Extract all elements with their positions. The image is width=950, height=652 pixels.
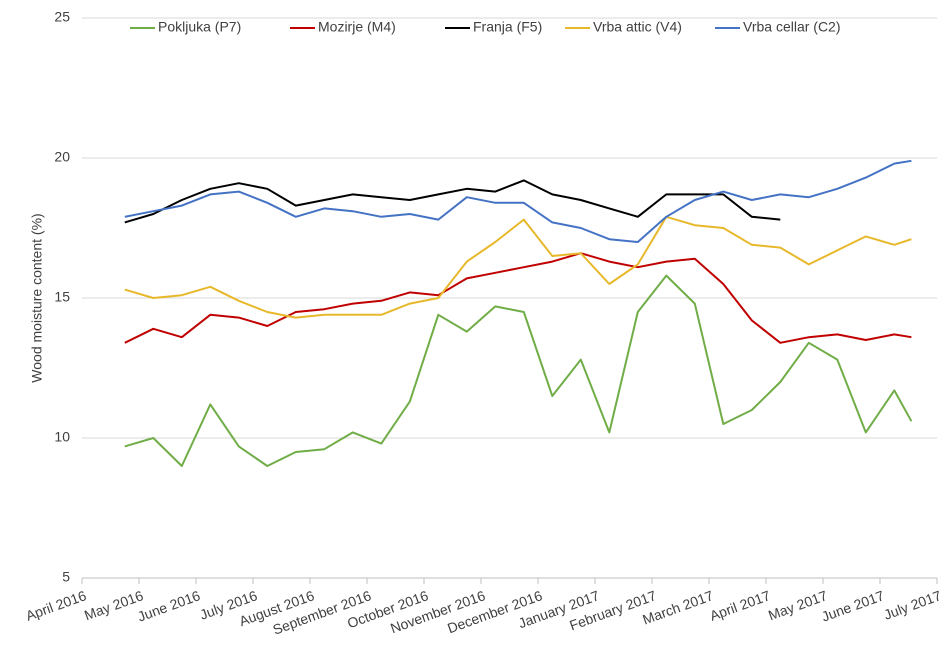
x-tick-label: July 2017 bbox=[881, 587, 943, 623]
y-tick-label: 10 bbox=[54, 429, 70, 445]
series-line bbox=[124, 159, 912, 243]
y-tick-label: 5 bbox=[62, 569, 70, 585]
legend-label: Pokljuka (P7) bbox=[158, 19, 241, 35]
legend-label: Vrba cellar (C2) bbox=[743, 19, 841, 35]
y-tick-label: 25 bbox=[54, 9, 70, 25]
legend-label: Vrba attic (V4) bbox=[593, 19, 682, 35]
y-tick-label: 20 bbox=[54, 149, 70, 165]
y-tick-label: 15 bbox=[54, 289, 70, 305]
x-tick-label: April 2016 bbox=[24, 587, 89, 624]
series-line bbox=[124, 252, 912, 344]
x-tick-label: May 2016 bbox=[82, 587, 145, 623]
series-line bbox=[124, 274, 913, 467]
series-line bbox=[124, 179, 781, 224]
y-axis-label: Wood moisture content (%) bbox=[29, 213, 45, 382]
x-tick-label: June 2016 bbox=[135, 587, 202, 624]
x-tick-label: June 2017 bbox=[819, 587, 886, 624]
x-tick-label: May 2017 bbox=[766, 587, 829, 623]
legend-label: Franja (F5) bbox=[473, 19, 542, 35]
legend-label: Mozirje (M4) bbox=[318, 19, 396, 35]
x-tick-label: April 2017 bbox=[708, 587, 773, 624]
series-line bbox=[124, 215, 912, 319]
